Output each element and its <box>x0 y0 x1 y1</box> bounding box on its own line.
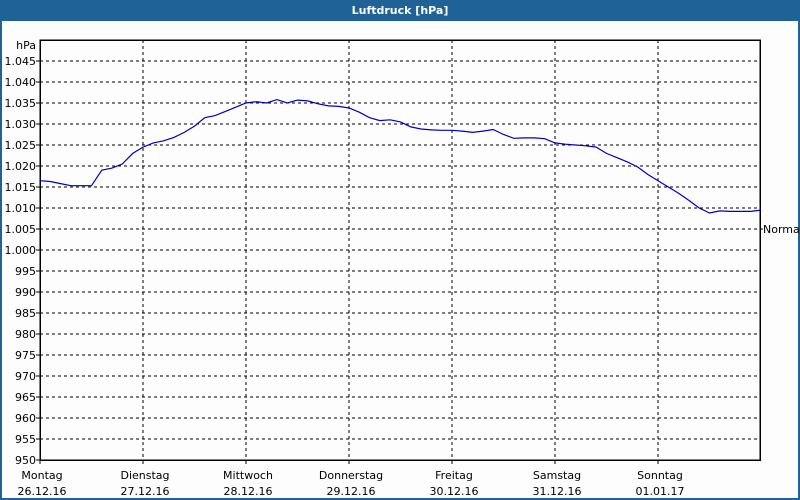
y-tick-label: 1.035 <box>5 97 37 110</box>
y-tick-label: 975 <box>15 349 36 362</box>
x-tick-day: Montag <box>21 469 62 482</box>
y-tick-label: 970 <box>15 370 36 383</box>
pressure-line <box>39 98 762 214</box>
x-tick-date: 28.12.16 <box>224 485 273 498</box>
y-tick-label: 1.005 <box>5 223 37 236</box>
x-tick-date: 30.12.16 <box>430 485 479 498</box>
plot-frame <box>39 39 761 461</box>
x-tick-day: Freitag <box>435 469 473 482</box>
y-tick-label: 980 <box>15 328 36 341</box>
y-tick-label: 955 <box>15 433 36 446</box>
y-tick-label: 1.030 <box>5 118 37 131</box>
y-tick-label: 965 <box>15 391 36 404</box>
y-tick-label: 1.020 <box>5 160 37 173</box>
y-tick-label: 1.000 <box>5 244 37 257</box>
y-tick-label: 960 <box>15 412 36 425</box>
y-tick-label: 985 <box>15 307 36 320</box>
x-tick-day: Sonntag <box>637 469 683 482</box>
x-tick-day: Mittwoch <box>223 469 273 482</box>
x-tick-date: 27.12.16 <box>121 485 170 498</box>
y-axis-unit: hPa <box>16 39 36 52</box>
window-title: Luftdruck [hPa] <box>0 0 800 21</box>
y-tick-label: 990 <box>15 286 36 299</box>
x-tick-day: Dienstag <box>120 469 169 482</box>
x-tick-date: 26.12.16 <box>18 485 67 498</box>
y-tick-label: 950 <box>15 454 36 467</box>
y-tick-label: 1.010 <box>5 202 37 215</box>
y-tick-label: 1.015 <box>5 181 37 194</box>
x-tick-date: 31.12.16 <box>533 485 582 498</box>
y-tick-label: 1.025 <box>5 139 37 152</box>
y-tick-label: 1.045 <box>5 55 37 68</box>
x-tick-date: 29.12.16 <box>327 485 376 498</box>
x-tick-day: Donnerstag <box>319 469 383 482</box>
x-tick-date: 01.01.17 <box>636 485 685 498</box>
reference-label: Normal <box>763 223 800 236</box>
y-tick-label: 1.040 <box>5 76 37 89</box>
y-tick-label: 995 <box>15 265 36 278</box>
x-tick-day: Samstag <box>533 469 581 482</box>
